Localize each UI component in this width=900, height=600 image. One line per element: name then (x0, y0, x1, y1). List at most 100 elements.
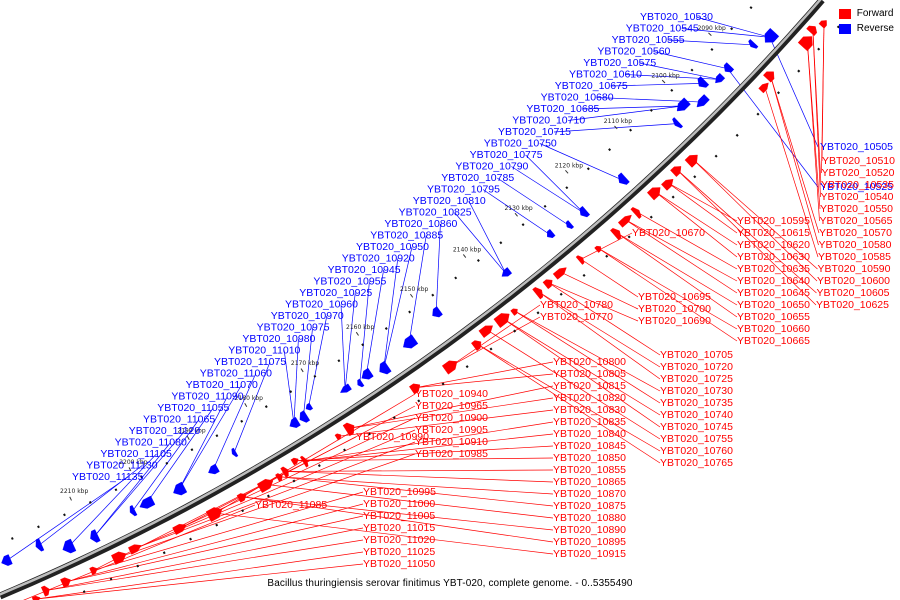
forward-gene-label: YBT020_10625 (816, 299, 889, 311)
forward-gene-leader-line (676, 169, 817, 294)
reverse-gene-feature (672, 117, 684, 129)
forward-gene-feature (275, 473, 283, 482)
forward-gene-label: YBT020_10900 (415, 412, 488, 424)
scale-tick-mark (661, 79, 666, 84)
reverse-gene-leader-line (610, 83, 702, 87)
forward-gene-label: YBT020_10565 (820, 215, 893, 227)
minor-feature-mark (384, 327, 388, 330)
genome-caption: Bacillus thuringiensis serovar finitimus… (267, 578, 633, 589)
reverse-gene-label: YBT020_11130 (86, 460, 158, 472)
forward-gene-leader-line (598, 248, 738, 330)
reverse-gene-leader-line (359, 281, 370, 384)
legend-forward-label: Forward (856, 8, 894, 19)
scale-tick-label: 2160 kbp (346, 324, 374, 331)
legend: Forward Reverse (838, 6, 894, 36)
reverse-gene-leader-line (553, 123, 677, 133)
reverse-gene-feature (715, 72, 726, 84)
minor-feature-mark (240, 419, 244, 423)
genome-backbone (0, 0, 825, 600)
reverse-gene-label: YBT020_10710 (512, 115, 585, 127)
forward-gene-label: YBT020_10665 (737, 335, 810, 347)
minor-feature-mark (82, 590, 86, 594)
forward-gene-feature (290, 457, 299, 466)
forward-gene-label: YBT020_10735 (660, 397, 733, 409)
reverse-gene-leader-line (340, 304, 346, 390)
forward-gene-label: YBT020_10835 (553, 416, 626, 428)
reverse-gene-label: YBT020_11010 (228, 345, 300, 357)
forward-gene-feature (172, 523, 187, 535)
scale-tick-label: 2140 kbp (453, 246, 481, 253)
reverse-gene-leader-line (302, 327, 313, 418)
legend-reverse-label: Reverse (856, 23, 894, 34)
forward-gene-label: YBT020_10895 (553, 536, 626, 548)
reverse-gene-feature (129, 505, 138, 517)
reverse-gene-label: YBT020_10525 (820, 181, 893, 193)
scale-tick-label: 2200 kbp (119, 459, 147, 466)
minor-feature-mark (797, 69, 801, 73)
scale-tick-label: 2190 kbp (177, 428, 205, 435)
scale-tick-label: 2130 kbp (504, 205, 532, 212)
forward-gene-label: YBT020_10890 (553, 524, 626, 536)
forward-gene-leader-line (486, 329, 661, 440)
minor-feature-mark (565, 186, 569, 190)
reverse-gene-feature (723, 62, 735, 73)
forward-gene-leader-line (655, 191, 738, 258)
reverse-gene-label: YBT020_10975 (257, 322, 330, 334)
reverse-gene-leader-line (365, 269, 384, 376)
forward-gene-feature (471, 340, 482, 351)
reverse-gene-label: YBT020_10685 (526, 103, 599, 115)
reverse-gene-leader-line (93, 430, 186, 538)
reverse-gene-label: YBT020_11135 (72, 471, 144, 483)
reverse-gene-leader-line (454, 212, 506, 274)
forward-gene-feature (542, 279, 553, 290)
forward-gene-feature (60, 577, 71, 588)
reverse-gene-feature (62, 538, 77, 554)
forward-gene-label: YBT020_10840 (553, 428, 626, 440)
forward-gene-leader-line (477, 344, 661, 464)
forward-gene-label: YBT020_10510 (822, 155, 895, 167)
reverse-gene-leader-line (5, 476, 129, 562)
forward-gene-leader-line (295, 445, 554, 462)
reverse-gene-feature (748, 39, 759, 49)
reverse-gene-feature (208, 463, 220, 475)
reverse-gene-leader-line (497, 177, 570, 226)
forward-gene-leader-line (46, 539, 364, 591)
reverse-swatch (838, 23, 851, 34)
minor-feature-mark (63, 513, 66, 517)
forward-gene-label: YBT020_11050 (363, 558, 435, 570)
forward-gene-label: YBT020_10695 (638, 291, 711, 303)
minor-feature-mark (690, 68, 694, 72)
forward-gene-label: YBT020_10570 (819, 227, 892, 239)
forward-gene-label: YBT020_10800 (553, 356, 626, 368)
forward-gene-leader-line (305, 421, 554, 462)
minor-feature-mark (368, 432, 371, 436)
forward-gene-label: YBT020_10830 (553, 404, 626, 416)
minor-feature-mark (608, 148, 612, 152)
minor-feature-mark (454, 276, 458, 280)
scale-tick-mark (128, 467, 132, 472)
reverse-gene-label: YBT020_11065 (143, 414, 215, 426)
forward-gene-leader-line (806, 41, 820, 222)
reverse-gene-feature (617, 172, 630, 185)
forward-gene-label: YBT020_11025 (363, 546, 435, 558)
forward-gene-label: YBT020_10745 (660, 421, 733, 433)
reverse-gene-label: YBT020_10955 (313, 276, 386, 288)
forward-gene-label: YBT020_10765 (660, 457, 733, 469)
reverse-gene-leader-line (582, 105, 683, 110)
reverse-gene-label: YBT020_10785 (441, 172, 514, 184)
reverse-gene-label: YBT020_10980 (242, 333, 315, 345)
forward-gene-leader-line (616, 232, 738, 306)
minor-feature-mark (417, 399, 421, 403)
reverse-gene-leader-line (408, 235, 427, 344)
reverse-gene-leader-line (283, 350, 295, 424)
reverse-gene-label: YBT020_11120 (129, 425, 201, 437)
forward-gene-label: YBT020_10990 (356, 431, 429, 443)
reverse-gene-leader-line (178, 384, 242, 491)
forward-gene-label: YBT020_10880 (553, 512, 626, 524)
minor-feature-mark (190, 448, 194, 452)
reverse-gene-label: YBT020_11090 (171, 391, 243, 403)
reverse-gene-leader-line (132, 419, 200, 512)
reverse-gene-label: YBT020_10715 (498, 126, 571, 138)
minor-feature-mark (431, 293, 435, 297)
